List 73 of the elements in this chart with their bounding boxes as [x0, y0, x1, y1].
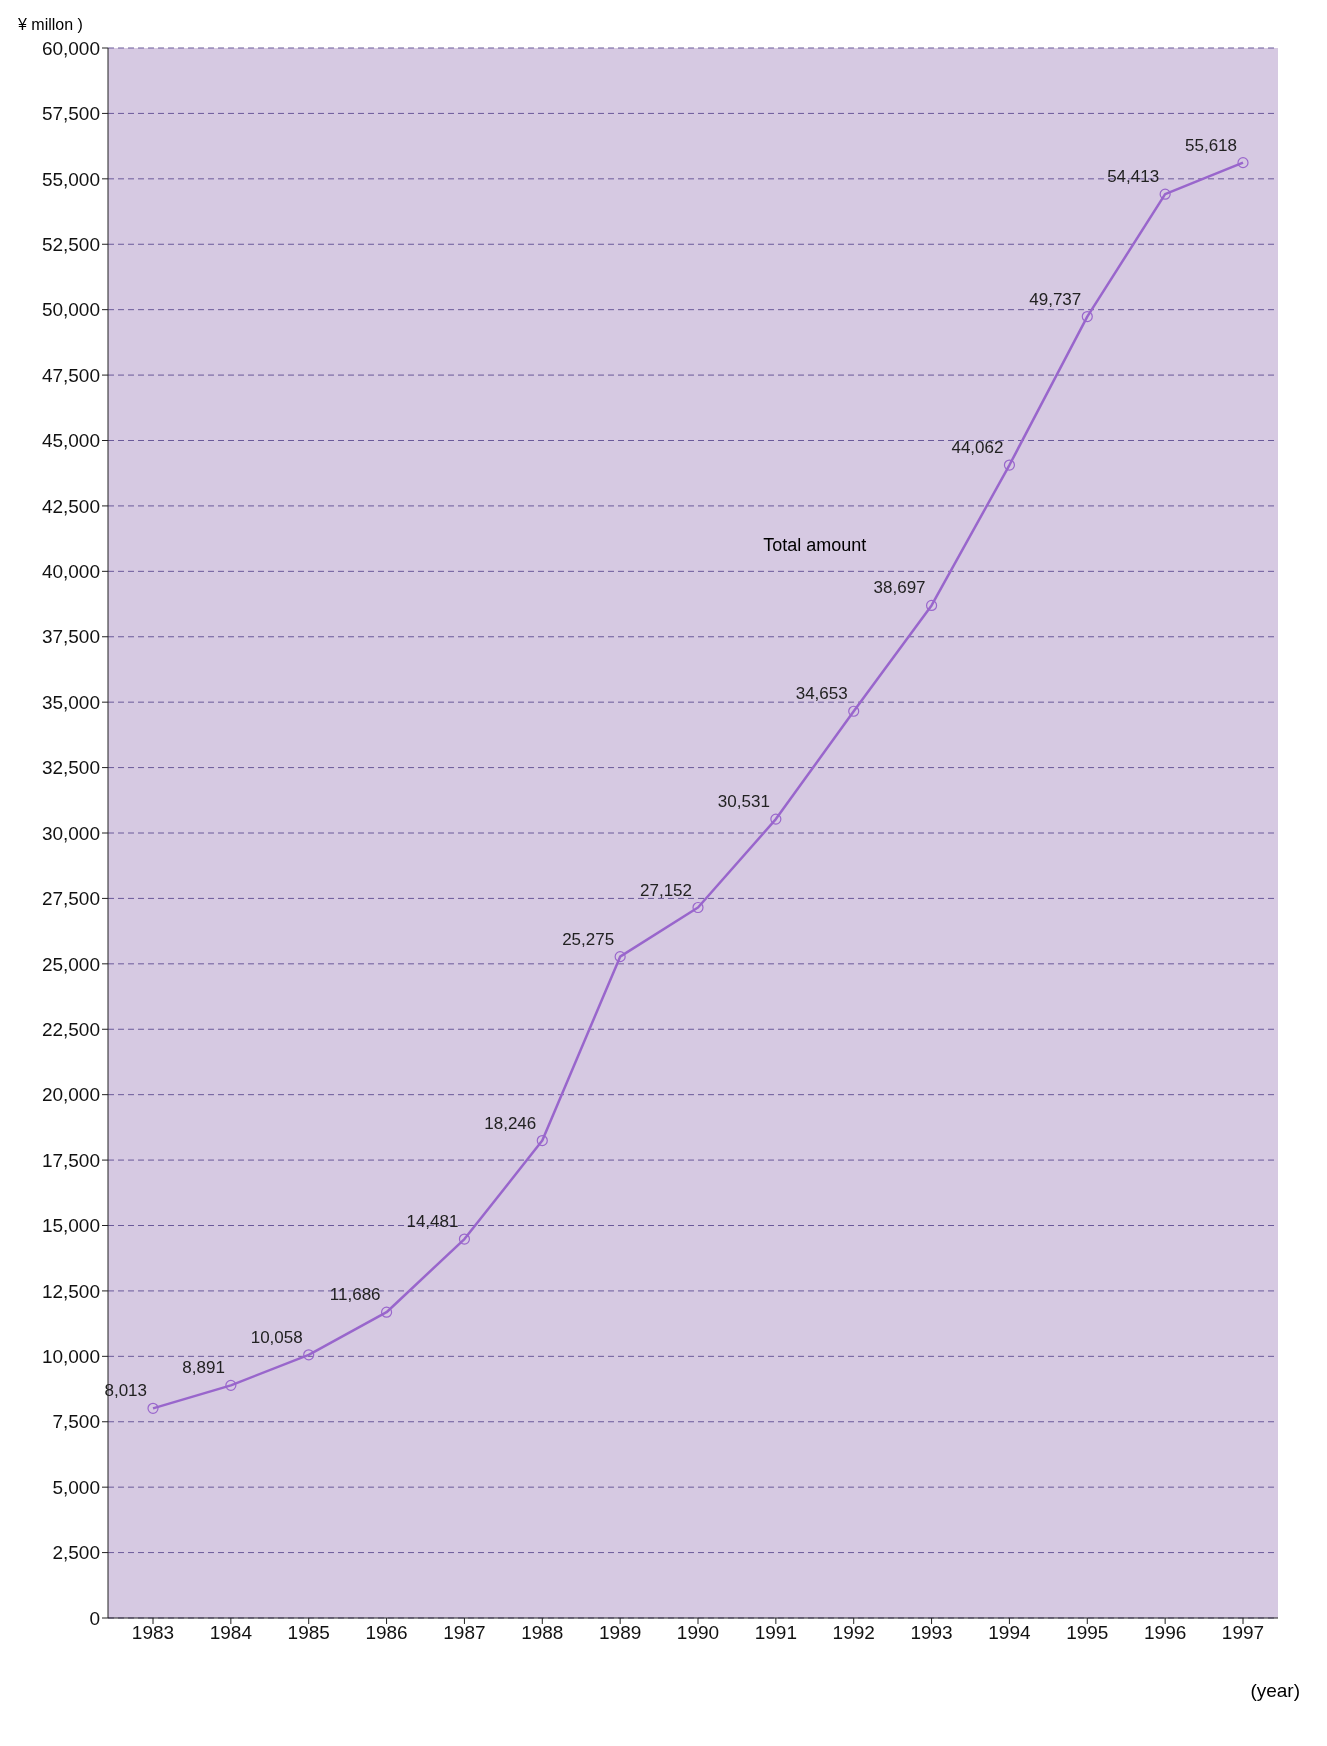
point — [1003, 459, 1016, 471]
y-tick-label: 45,000 — [41, 430, 100, 452]
x-axis-title: (year) — [1250, 1680, 1300, 1702]
y-tick-label: 50,000 — [41, 299, 100, 321]
y-tick-label: 10,000 — [41, 1346, 100, 1368]
data-label: 8,891 — [182, 1358, 225, 1378]
point — [925, 599, 938, 612]
x-tick-label: 1990 — [676, 1622, 720, 1644]
y-axis-title: ¥ millon ) — [18, 16, 83, 34]
x-tick-label: 1988 — [521, 1622, 564, 1644]
data-label: 25,275 — [562, 929, 615, 949]
data-label: 8,013 — [104, 1381, 147, 1401]
point — [147, 1402, 159, 1414]
y-tick-label: 30,000 — [41, 822, 100, 844]
point — [303, 1349, 315, 1361]
point — [458, 1233, 471, 1245]
point — [536, 1134, 548, 1147]
y-tick-label: 35,000 — [41, 691, 100, 713]
x-tick-label: 1992 — [832, 1622, 875, 1644]
y-tick-label: 12,500 — [41, 1280, 100, 1302]
x-tick-label: 1991 — [754, 1622, 797, 1644]
y-tick-label: 25,000 — [41, 953, 100, 975]
y-tick-label: 7,500 — [52, 1411, 100, 1433]
data-label: 54,413 — [1107, 167, 1160, 187]
y-tick-label: 0 — [89, 1607, 100, 1629]
data-label: 11,686 — [329, 1285, 381, 1305]
y-tick-label: 60,000 — [41, 37, 100, 59]
x-tick-label: 1997 — [1221, 1622, 1265, 1644]
data-label: 14,481 — [406, 1212, 459, 1232]
x-tick-label: 1995 — [1066, 1622, 1109, 1644]
data-label: 38,697 — [873, 578, 926, 598]
y-tick-label: 2,500 — [52, 1542, 100, 1564]
y-tick-label: 17,500 — [41, 1149, 100, 1171]
annotation: Total amount — [763, 534, 867, 556]
y-tick-label: 37,500 — [41, 626, 100, 648]
point — [848, 705, 860, 717]
x-tick-label: 1993 — [910, 1622, 953, 1644]
x-tick-label: 1983 — [131, 1622, 175, 1644]
data-label: 44,062 — [951, 438, 1004, 458]
point — [380, 1306, 393, 1318]
point — [1081, 310, 1093, 323]
y-tick-label: 52,500 — [41, 233, 100, 255]
data-label: 30,531 — [717, 792, 770, 812]
y-tick-label: 47,500 — [41, 364, 100, 386]
point — [225, 1379, 237, 1391]
data-label: 34,653 — [795, 684, 848, 704]
data-label: 55,618 — [1185, 135, 1237, 155]
y-tick-label: 55,000 — [41, 168, 100, 190]
data-label: 49,737 — [1029, 289, 1082, 309]
point — [770, 813, 782, 825]
y-tick-label: 42,500 — [41, 495, 100, 517]
point — [1159, 188, 1171, 200]
y-tick-label: 57,500 — [41, 103, 100, 125]
point — [1237, 157, 1249, 169]
x-tick-label: 1986 — [365, 1622, 408, 1644]
x-tick-label: 1985 — [287, 1622, 330, 1644]
x-tick-label: 1994 — [988, 1622, 1031, 1644]
y-tick-label: 15,000 — [41, 1215, 100, 1237]
y-tick-label: 40,000 — [41, 561, 100, 583]
point — [692, 901, 704, 914]
data-label: 27,152 — [640, 880, 692, 900]
data-label: 10,058 — [250, 1327, 303, 1347]
y-tick-label: 27,500 — [41, 888, 100, 910]
y-tick-label: 22,500 — [41, 1018, 100, 1040]
data-label: 18,246 — [484, 1113, 537, 1133]
x-tick-label: 1984 — [209, 1622, 253, 1644]
x-tick-label: 1996 — [1144, 1622, 1187, 1644]
y-tick-label: 5,000 — [52, 1476, 100, 1498]
x-tick-label: 1987 — [443, 1622, 486, 1644]
y-tick-label: 20,000 — [41, 1084, 100, 1106]
x-tick-label: 1989 — [599, 1622, 642, 1644]
point — [614, 951, 626, 963]
y-tick-label: 32,500 — [41, 757, 100, 779]
